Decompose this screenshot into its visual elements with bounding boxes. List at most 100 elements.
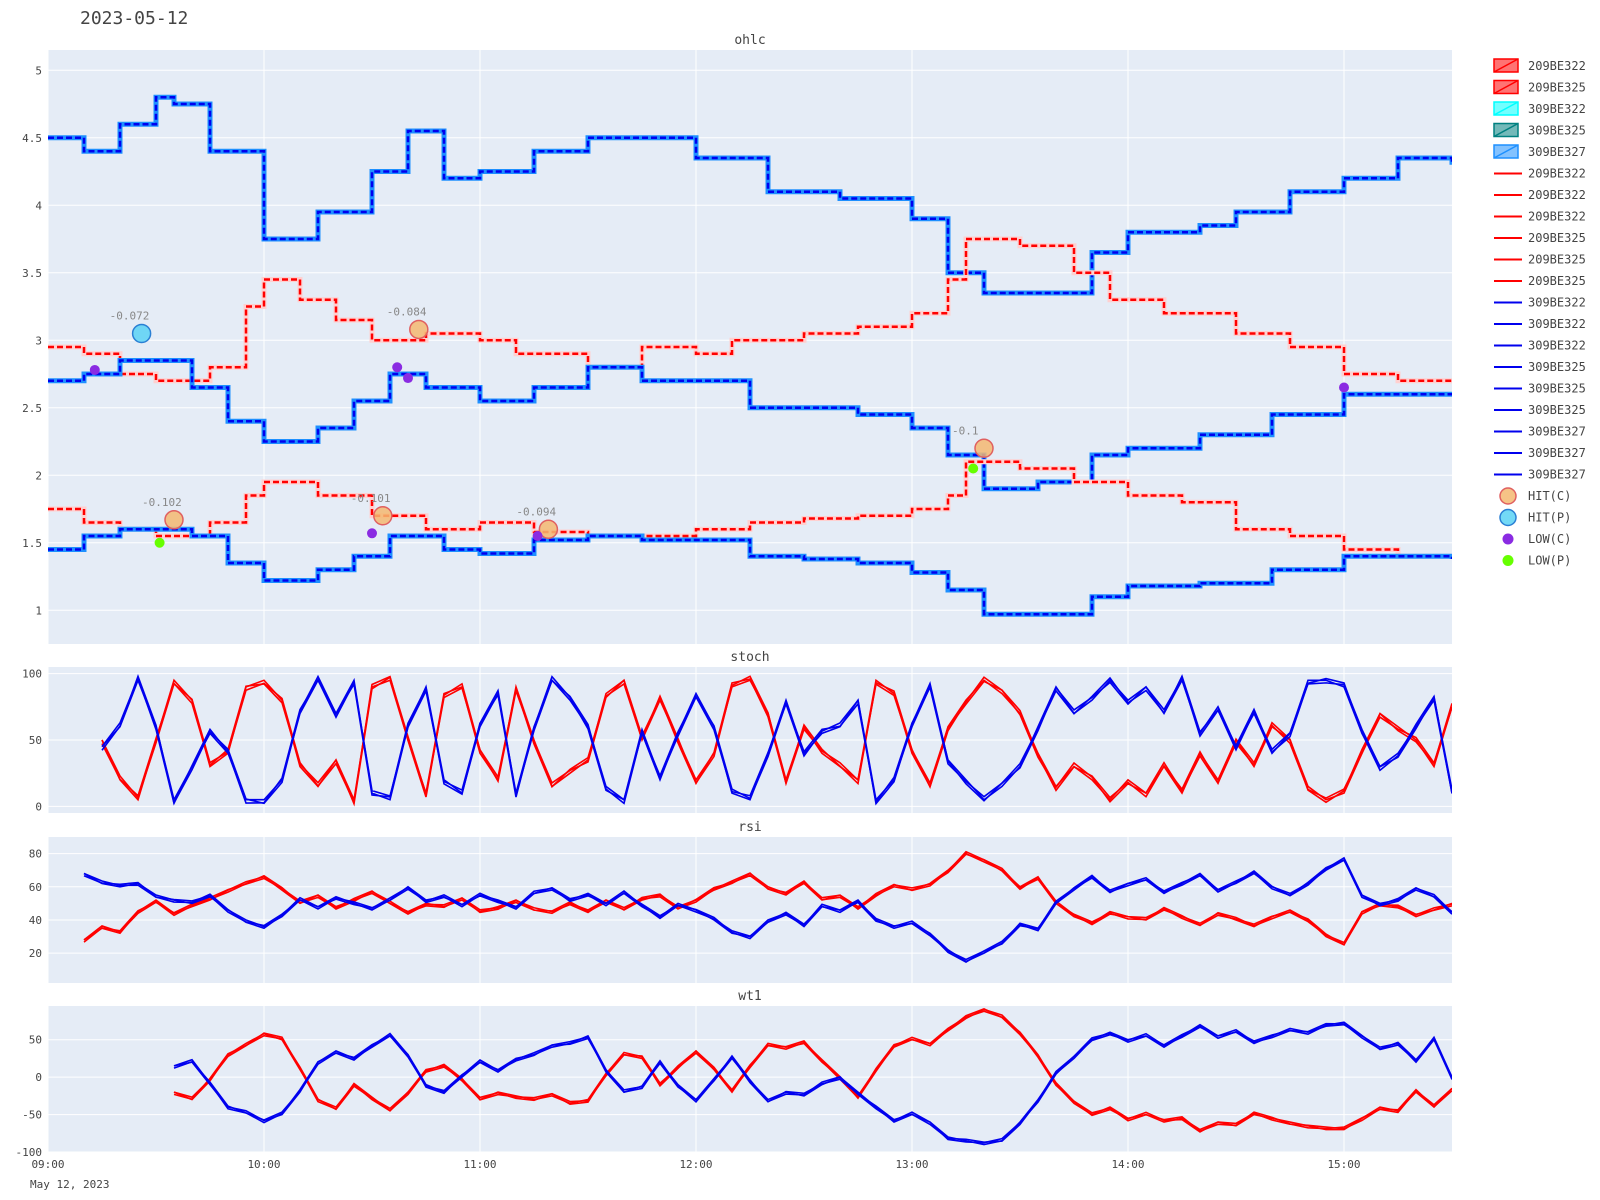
legend-item: 309BE322 <box>1494 317 1586 331</box>
legend-label: 309BE327 <box>1528 468 1586 482</box>
y-tick-label: 4.5 <box>22 132 42 145</box>
low-marker <box>154 537 165 548</box>
low-marker <box>367 528 377 539</box>
ohlc-trace-209BE322 <box>48 237 1452 382</box>
legend-item: 209BE322 <box>1493 58 1586 73</box>
wt1-line-put-2 <box>173 1021 1452 1144</box>
hit-marker <box>409 319 429 340</box>
y-tick-label: 0 <box>35 800 42 813</box>
legend-swatch-diag <box>1493 144 1519 159</box>
legend-label: 209BE322 <box>1528 59 1586 73</box>
hit-annotation: -0.072 <box>110 310 150 323</box>
ohlc-panel: 1 1.5 2 2.5 3 3.5 4 4.5 5 ohlc -0.084 -0.072 -0.1 -0.… <box>22 33 1452 644</box>
stoch-line-call-2 <box>101 675 1452 807</box>
legend-label: LOW(C) <box>1528 532 1571 546</box>
legend-swatch-diag <box>1493 79 1519 95</box>
legend-item: 309BE322 <box>1494 339 1586 353</box>
y-tick-label: 50 <box>29 734 42 747</box>
legend-item: 309BE325 <box>1494 403 1586 417</box>
legend-swatch-diag <box>1493 122 1519 138</box>
legend-label: 309BE322 <box>1528 339 1586 353</box>
wt1-line-call-2 <box>173 1008 1452 1133</box>
low-marker <box>89 364 100 375</box>
legend-label: 309BE327 <box>1528 446 1586 460</box>
ohlc-trace-309BE322 <box>48 96 1452 295</box>
low-marker <box>1339 382 1349 393</box>
x-date-label: May 12, 2023 <box>30 1178 109 1191</box>
y-tick-label: 1.5 <box>22 537 42 550</box>
hit-marker <box>164 510 184 530</box>
legend-label: 309BE325 <box>1528 382 1586 396</box>
x-tick-label: 15:00 <box>1327 1158 1360 1171</box>
y-tick-label: 4 <box>35 199 42 212</box>
x-tick-label: 09:00 <box>31 1158 64 1171</box>
stoch-title: stoch <box>730 650 769 665</box>
x-tick-label: 13:00 <box>895 1158 928 1171</box>
wt1-series-group <box>173 1008 1452 1146</box>
rsi-title: rsi <box>738 820 761 835</box>
y-tick-label: 3 <box>35 334 42 347</box>
legend-item: 309BE327 <box>1493 144 1586 159</box>
ohlc-trace-309BE325 <box>48 359 1452 490</box>
hit-marker <box>538 519 559 539</box>
ohlc-series-group <box>48 94 1452 617</box>
legend-swatch <box>1499 487 1517 505</box>
legend-swatch-diag <box>1493 58 1519 73</box>
rsi-line-call-2 <box>83 853 1452 944</box>
y-tick-label: 2 <box>35 469 42 482</box>
legend-item: 209BE325 <box>1494 253 1586 267</box>
ohlc-trace-209BE325 <box>48 460 1452 559</box>
low-marker <box>532 531 543 541</box>
ohlc-title: ohlc <box>734 33 765 48</box>
hit-marker <box>974 438 994 458</box>
x-tick-label: 14:00 <box>1111 1158 1144 1171</box>
wt1-title: wt1 <box>738 989 761 1004</box>
legend-item: 209BE325 <box>1494 274 1586 288</box>
y-tick-label: 40 <box>29 914 42 927</box>
legend-label: 209BE322 <box>1528 188 1586 202</box>
legend-label: 309BE322 <box>1528 296 1586 310</box>
low-marker <box>392 362 403 373</box>
legend: 209BE322 209BE325 309BE322 309BE325 309BE327… <box>1493 58 1586 568</box>
hit-annotation: -0.084 <box>387 305 427 318</box>
hit-annotation: -0.094 <box>516 505 556 518</box>
stoch-series-group <box>101 673 1452 807</box>
rsi-series-group <box>83 850 1452 964</box>
legend-item: 309BE322 <box>1493 101 1586 116</box>
hit-marker <box>131 323 152 344</box>
legend-item: 209BE322 <box>1494 210 1586 224</box>
legend-item: 309BE325 <box>1493 122 1586 138</box>
low-marker <box>403 373 413 384</box>
legend-label: 309BE322 <box>1528 317 1586 331</box>
legend-item: 309BE327 <box>1494 425 1586 439</box>
legend-item: LOW(C) <box>1502 532 1571 546</box>
legend-item: 309BE322 <box>1494 296 1586 310</box>
y-tick-label: -100 <box>16 1146 43 1159</box>
legend-label: 309BE325 <box>1528 124 1586 138</box>
legend-item: 209BE325 <box>1493 79 1586 95</box>
legend-swatch-diag <box>1493 101 1519 116</box>
hit-annotation: -0.101 <box>351 492 391 505</box>
y-tick-label: 2.5 <box>22 402 42 415</box>
legend-item: 209BE325 <box>1494 231 1586 245</box>
legend-label: 209BE322 <box>1528 167 1586 181</box>
legend-item: HIT(C) <box>1499 487 1571 505</box>
page-title: 2023-05-12 <box>80 8 189 29</box>
legend-label: 209BE325 <box>1528 231 1586 245</box>
legend-label: 309BE327 <box>1528 425 1586 439</box>
rsi-line-put-2 <box>83 856 1452 964</box>
legend-item: HIT(P) <box>1499 508 1571 527</box>
legend-label: 309BE325 <box>1528 403 1586 417</box>
x-tick-label: 12:00 <box>679 1158 712 1171</box>
y-tick-label: 80 <box>29 848 42 861</box>
legend-item: 209BE322 <box>1494 188 1586 202</box>
y-tick-label: 50 <box>29 1034 42 1047</box>
stoch-panel: 0 50 100 stoch <box>22 650 1452 813</box>
legend-item: 209BE322 <box>1494 167 1586 181</box>
low-marker <box>968 463 979 474</box>
y-tick-label: 100 <box>22 668 42 681</box>
hit-annotation: -0.102 <box>142 496 182 509</box>
y-tick-label: 20 <box>29 947 42 960</box>
legend-label: HIT(C) <box>1528 489 1571 503</box>
